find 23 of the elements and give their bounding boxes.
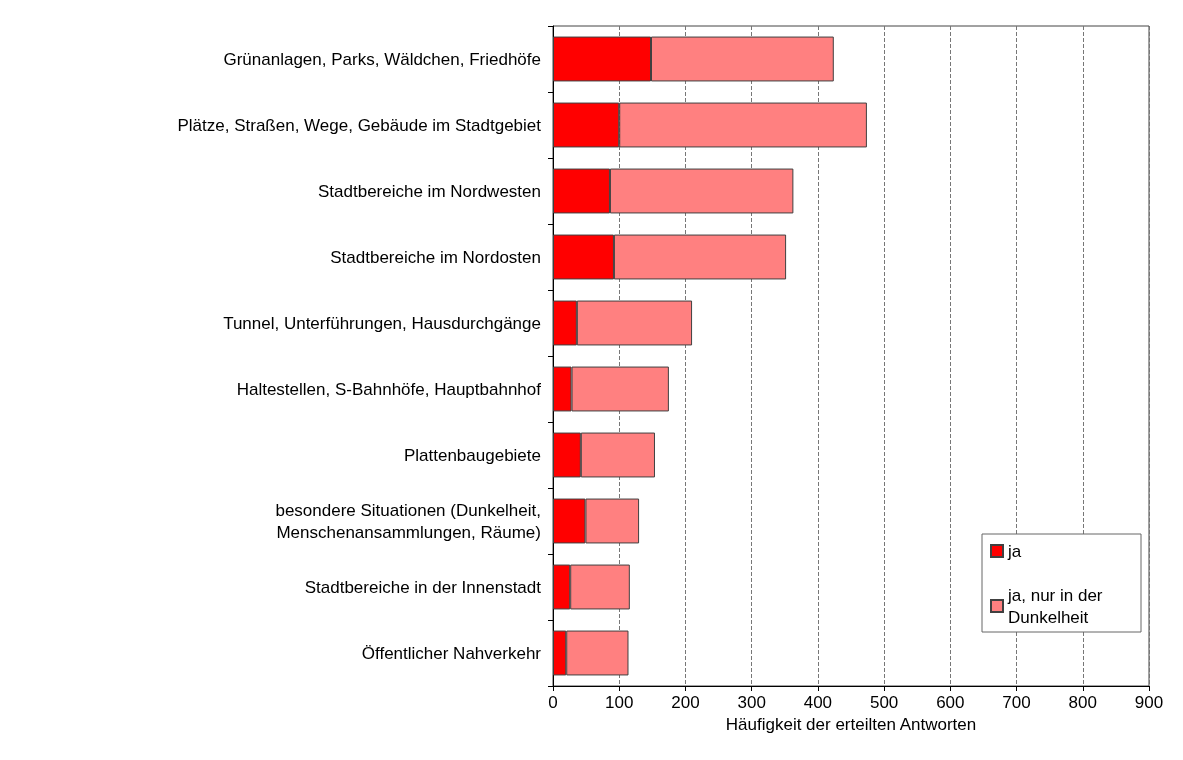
x-tick-label: 600 <box>936 693 965 712</box>
y-tick-label: besondere Situationen (Dunkelheit, Menschenansammlungen, Räume) <box>275 500 541 542</box>
y-tick-label: Plätze, Straßen, Wege, Gebäude im Stadtgebiet <box>177 115 542 135</box>
y-tick-label: Stadtbereiche im Nordwesten <box>317 181 541 201</box>
x-tick-label: 300 <box>737 693 766 712</box>
y-tick-label: Haltestellen, S-Bahnhöfe, Hauptbahnhof <box>236 379 542 399</box>
x-tick-label: 100 <box>605 693 634 712</box>
y-tick-label: Öffentlicher Nahverkehr <box>361 643 542 663</box>
x-tick-label: 700 <box>1002 693 1031 712</box>
y-tick-label: Stadtbereiche im Nordosten <box>330 247 541 267</box>
x-axis-title: Häufigkeit der erteilten Antworten <box>725 715 977 734</box>
x-tick-label: 0 <box>548 693 558 712</box>
y-tick-label: Plattenbaugebiete <box>403 445 541 465</box>
x-tick-label: 900 <box>1134 693 1164 712</box>
y-tick-label: Stadtbereiche in der Innenstadt <box>304 577 542 597</box>
x-tick-label: 200 <box>671 693 700 712</box>
legend-label: ja <box>1007 541 1022 561</box>
x-tick-label: 500 <box>869 693 899 712</box>
legend-label: ja, nur in der Dunkelheit <box>1007 585 1108 627</box>
y-tick-label: Tunnel, Unterführungen, Hausdurchgänge <box>223 313 541 333</box>
y-tick-label: Grünanlagen, Parks, Wäldchen, Friedhöfe <box>223 49 541 69</box>
x-tick-label: 400 <box>803 693 833 712</box>
x-tick-label: 800 <box>1068 693 1097 712</box>
